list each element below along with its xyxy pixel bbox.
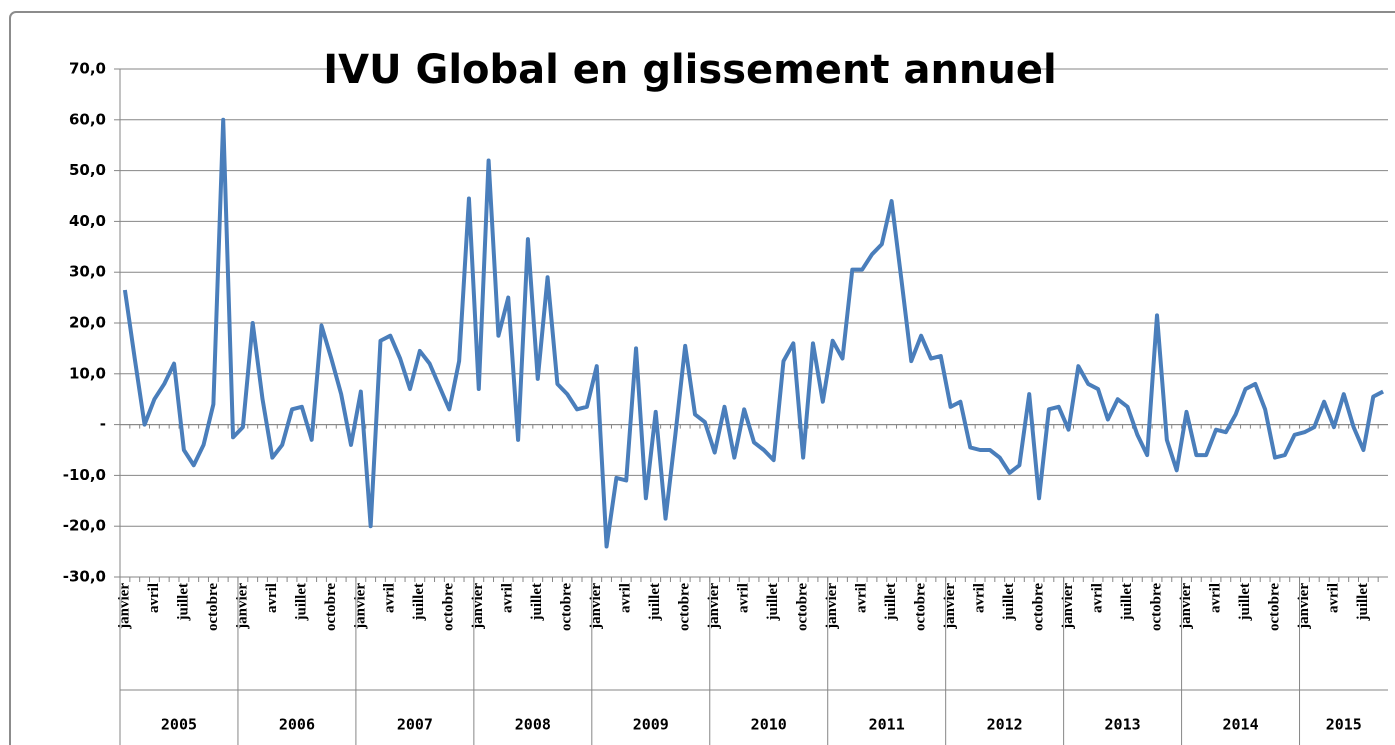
x-tick-label: janvier: [824, 583, 840, 630]
x-tick-label: janvier: [588, 583, 604, 630]
x-tick-label: avril: [736, 583, 752, 613]
group-label: 2011: [869, 716, 905, 734]
x-tick-label: janvier: [706, 583, 722, 630]
x-tick-label: janvier: [942, 583, 958, 630]
x-tick-label: octobre: [205, 583, 221, 631]
y-tick-label: -20,0: [63, 517, 106, 535]
title-background: [345, 44, 1035, 96]
x-tick-label: janvier: [1060, 583, 1076, 630]
x-tick-label: janvier: [116, 583, 132, 630]
x-tick-label: octobre: [795, 583, 811, 631]
x-tick-label: avril: [1089, 583, 1105, 613]
x-tick-label: avril: [1207, 583, 1223, 613]
group-label: 2007: [397, 716, 433, 734]
x-tick-label: juillet: [1355, 583, 1371, 622]
x-tick-label: octobre: [323, 583, 339, 631]
group-label: 2013: [1105, 716, 1141, 734]
group-label: 2010: [751, 716, 787, 734]
data-line: [122, 117, 1385, 549]
group-label: 2006: [279, 716, 315, 734]
x-tick-label: octobre: [1148, 583, 1164, 631]
y-tick-label: 10,0: [69, 364, 106, 382]
x-tick-label: janvier: [352, 583, 368, 630]
y-tick-label: 40,0: [69, 212, 106, 230]
y-tick-label: 50,0: [69, 161, 106, 179]
x-tick-label: avril: [972, 583, 988, 613]
x-tick-label: avril: [618, 583, 634, 613]
x-tick-label: janvier: [470, 583, 486, 630]
x-tick-label: juillet: [1119, 583, 1135, 622]
x-tick-label: octobre: [1266, 583, 1282, 631]
x-tick-label: janvier: [1178, 583, 1194, 630]
x-tick-label: janvier: [1296, 583, 1312, 630]
x-tick-label: juillet: [765, 583, 781, 622]
x-tick-label: juillet: [175, 583, 191, 622]
y-tick-label: -: [100, 415, 106, 433]
x-tick-label: avril: [500, 583, 516, 613]
chart-title: IVU Global en glissement annuel: [323, 47, 1056, 93]
group-label: 2012: [987, 716, 1023, 734]
y-tick-label: -30,0: [63, 568, 106, 586]
x-tick-label: octobre: [677, 583, 693, 631]
group-label: 2005: [161, 716, 197, 734]
x-tick-label: octobre: [1030, 583, 1046, 631]
y-tick-label: -10,0: [63, 466, 106, 484]
x-tick-label: juillet: [411, 583, 427, 622]
x-tick-label: octobre: [913, 583, 929, 631]
x-tick-label: avril: [382, 583, 398, 613]
x-tick-label: octobre: [441, 583, 457, 631]
x-tick-label: juillet: [1001, 583, 1017, 622]
x-tick-label: juillet: [883, 583, 899, 622]
x-tick-label: juillet: [529, 583, 545, 622]
group-label: 2014: [1222, 716, 1258, 734]
y-tick-label: 60,0: [69, 110, 106, 128]
x-tick-label: octobre: [559, 583, 575, 631]
x-tick-label: avril: [1325, 583, 1341, 613]
y-tick-label: 20,0: [69, 314, 106, 332]
x-tick-label: avril: [854, 583, 870, 613]
x-tick-label: avril: [264, 583, 280, 613]
x-tick-label: avril: [146, 583, 162, 613]
y-tick-label: 30,0: [69, 263, 106, 281]
x-tick-label: janvier: [234, 583, 250, 630]
chart-frame: [9, 11, 1395, 745]
x-tick-label: juillet: [647, 583, 663, 622]
group-label: 2009: [633, 716, 669, 734]
group-label: 2015: [1326, 716, 1362, 734]
x-tick-label: juillet: [293, 583, 309, 622]
group-label: 2008: [515, 716, 551, 734]
y-tick-label: 70,0: [69, 60, 106, 78]
x-tick-label: juillet: [1237, 583, 1253, 622]
